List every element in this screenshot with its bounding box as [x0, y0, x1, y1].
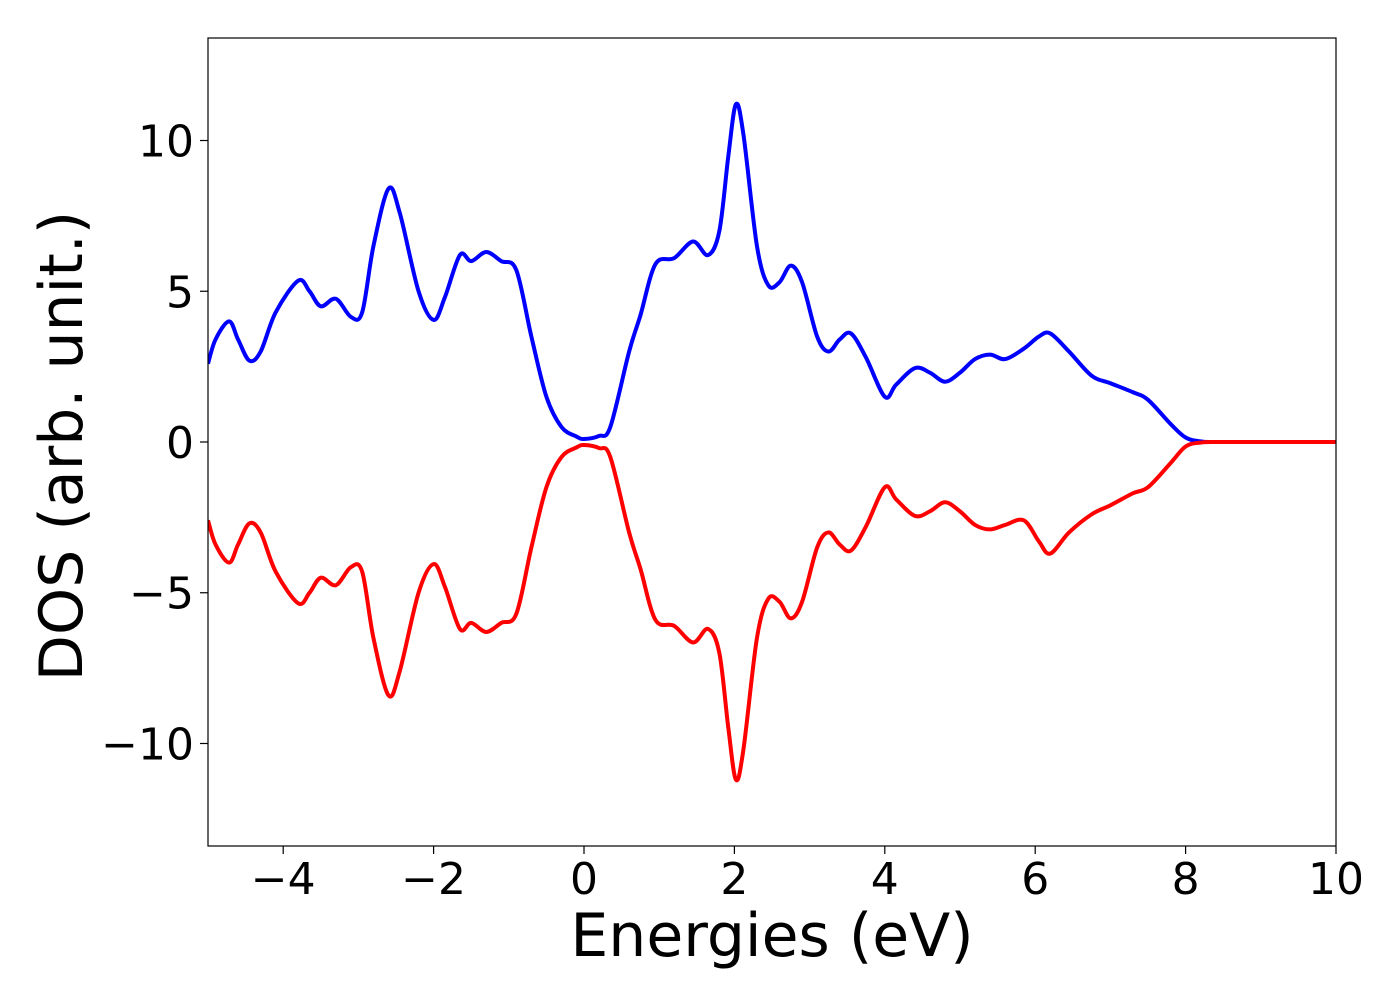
x-tick-label: 6 — [1021, 854, 1049, 905]
y-axis-label: DOS (arb. unit.) — [27, 211, 97, 681]
series-line-up — [208, 101, 1336, 445]
y-tick-label: −10 — [101, 719, 194, 770]
x-tick-label: −4 — [251, 854, 316, 905]
x-tick-label: 10 — [1308, 854, 1364, 905]
series-line-down — [208, 439, 1336, 783]
y-tick-label: −5 — [129, 569, 194, 620]
y-axis-ticks: −10 −5 0 5 10 — [101, 117, 208, 770]
plot-frame — [207, 37, 1337, 847]
x-tick-label: 8 — [1172, 854, 1200, 905]
x-tick-label: 2 — [720, 854, 748, 905]
y-tick-label: 5 — [166, 267, 194, 318]
x-axis-ticks: −4 −2 0 2 4 6 8 10 — [251, 846, 1364, 905]
x-tick-label: −2 — [401, 854, 466, 905]
series-layer — [208, 101, 1336, 783]
y-tick-label: 10 — [138, 117, 194, 168]
x-tick-label: 4 — [871, 854, 899, 905]
y-tick-label: 0 — [166, 418, 194, 469]
x-axis-label: Energies (eV) — [570, 901, 973, 971]
x-tick-label: 0 — [570, 854, 598, 905]
